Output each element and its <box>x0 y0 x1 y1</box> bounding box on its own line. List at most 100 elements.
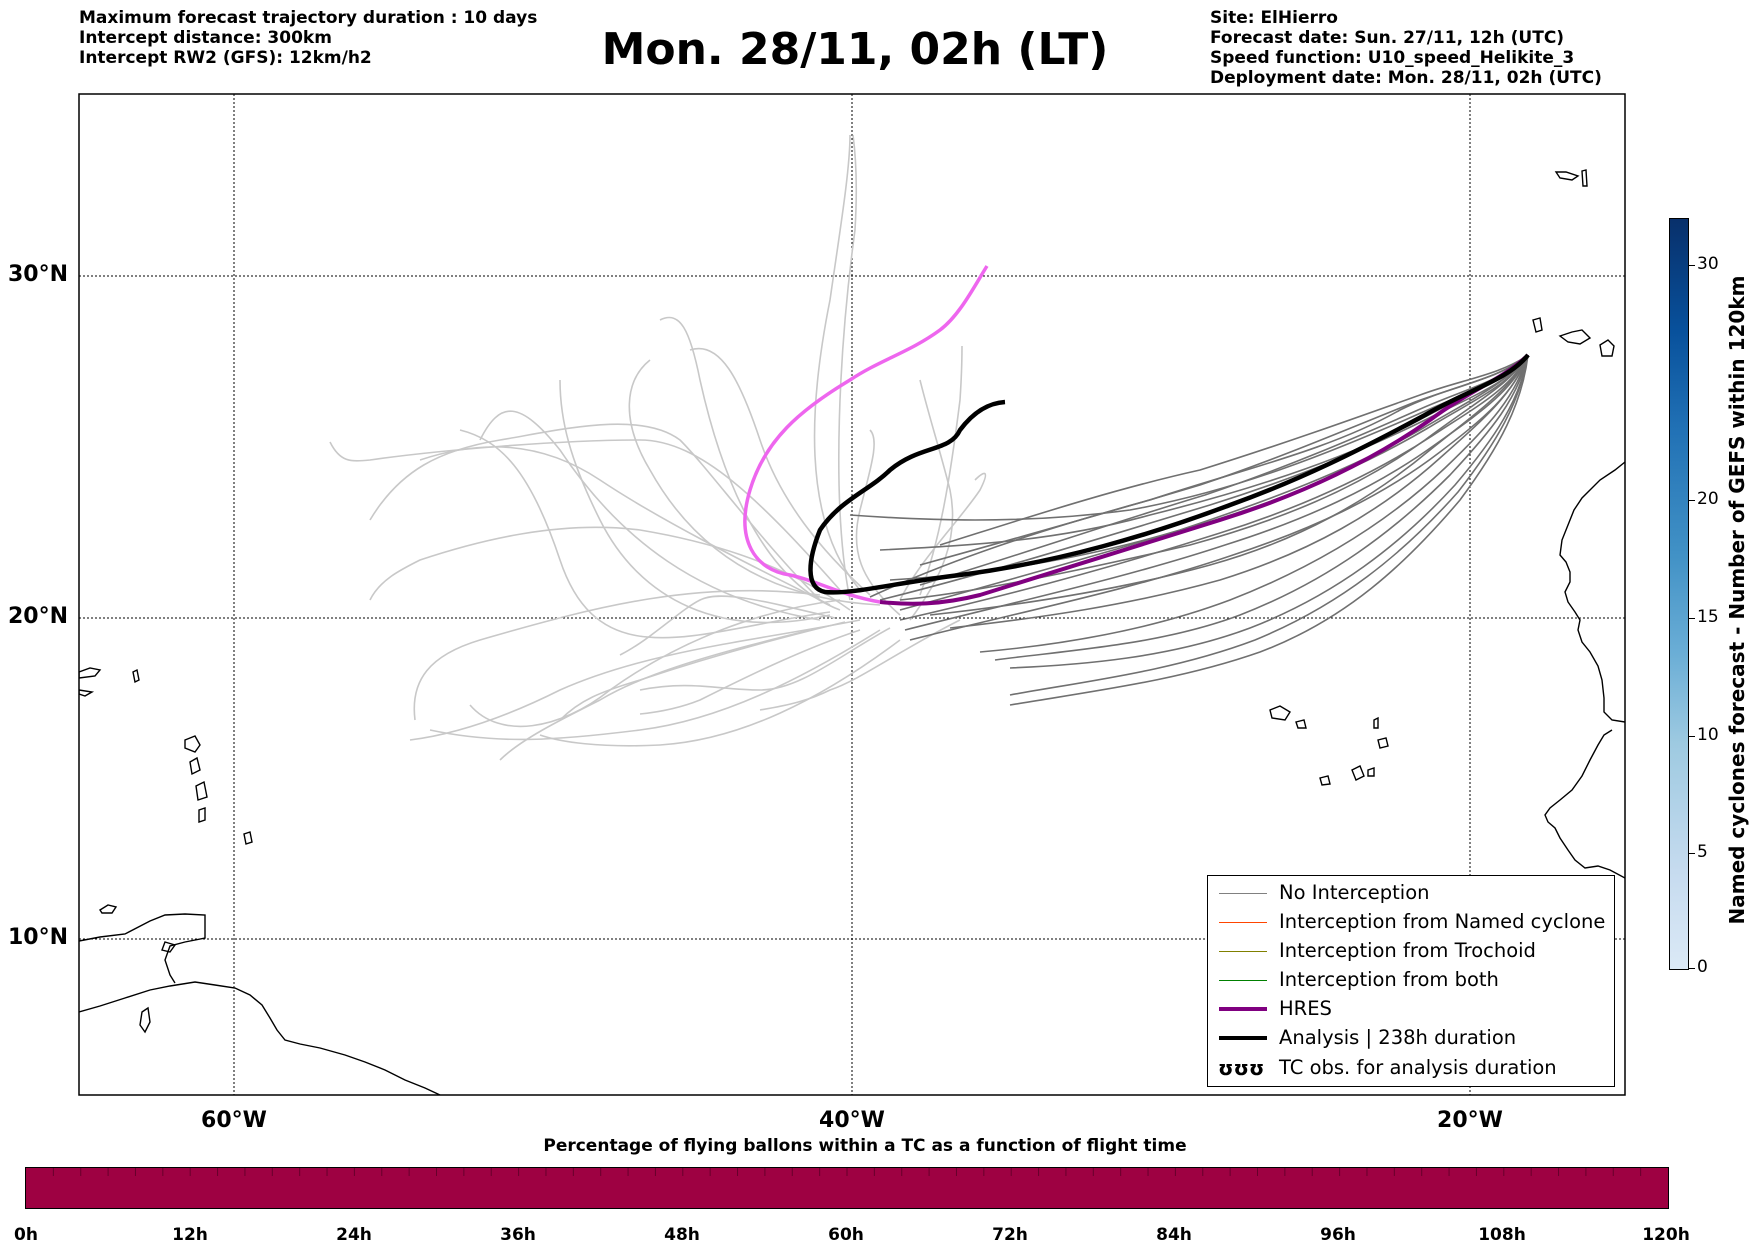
island-cape-verde <box>1295 719 1307 729</box>
ensemble-track <box>413 589 821 721</box>
forecast-track <box>1009 354 1529 706</box>
ensemble-track <box>689 347 871 596</box>
island-cape-verde <box>1373 716 1379 729</box>
flight-time-tick: 96h <box>1320 1225 1356 1245</box>
flight-time-tick: 60h <box>828 1225 864 1245</box>
colorbar-tick-label: 15 <box>1697 607 1719 627</box>
flight-time-tick: 120h <box>1642 1225 1690 1245</box>
colorbar-tick-label: 5 <box>1697 842 1708 862</box>
colorbar-tick-label: 0 <box>1697 957 1708 977</box>
flight-time-tick: 24h <box>336 1225 372 1245</box>
lon-label: 20°W <box>1437 1108 1503 1133</box>
legend-label: No Interception <box>1279 881 1430 904</box>
colorbar-tick <box>1689 853 1695 854</box>
flight-time-tick: 36h <box>500 1225 536 1245</box>
lat-label: 20°N <box>8 604 69 629</box>
colorbar-tick <box>1689 618 1695 619</box>
colorbar-tick-label: 10 <box>1697 725 1719 745</box>
flight-time-tick: 48h <box>664 1225 700 1245</box>
header-left-line: Intercept RW2 (GFS): 12km/h2 <box>79 48 372 68</box>
island-cape-verde <box>1269 705 1291 721</box>
header-right-line: Forecast date: Sun. 27/11, 12h (UTC) <box>1210 28 1565 48</box>
header-left-info: Maximum forecast trajectory duration : 1… <box>79 8 537 68</box>
lat-label: 30°N <box>8 262 69 287</box>
colorbar-label: Named cyclones forecast - Number of GEFS… <box>1725 275 1749 925</box>
island <box>79 667 102 679</box>
cyclone-count-colorbar <box>1669 218 1689 970</box>
ensemble-track <box>559 621 846 721</box>
forecast-track <box>929 354 1529 616</box>
coast-south-america <box>79 981 441 1095</box>
island-cape-verde <box>1319 775 1331 786</box>
colorbar-tick-label: 30 <box>1697 254 1719 274</box>
header-right-info: Site: ElHierro Forecast date: Sun. 27/11… <box>1210 8 1602 88</box>
forecast-track <box>1009 354 1529 669</box>
flight-time-tick: 72h <box>992 1225 1028 1245</box>
colorbar-tick <box>1689 968 1695 969</box>
legend-label: HRES <box>1279 997 1332 1020</box>
header-left-line: Maximum forecast trajectory duration : 1… <box>79 8 538 28</box>
island <box>243 831 253 845</box>
island-cape-verde <box>1351 765 1365 781</box>
ensemble-track <box>838 134 858 601</box>
island <box>184 735 201 753</box>
colorbar-tick-label: 20 <box>1697 489 1719 509</box>
hres-track <box>879 353 1530 606</box>
legend-item: HRES <box>1216 996 1611 1022</box>
legend-swatch <box>1219 893 1267 894</box>
island-azores <box>1581 169 1588 187</box>
forecast-track <box>879 354 1529 601</box>
island-cape-verde <box>1367 767 1375 777</box>
forecast-track <box>904 354 1529 631</box>
colorbar-fill <box>26 1168 1668 1208</box>
ensemble-track <box>429 629 881 741</box>
legend-swatch <box>1219 922 1267 923</box>
legend-swatch <box>1219 1036 1267 1040</box>
ensemble-track <box>639 627 891 691</box>
header-left-line: Intercept distance: 300km <box>79 28 332 48</box>
ensemble-track <box>499 629 811 761</box>
island <box>139 1006 151 1034</box>
coast-africa-north <box>1559 461 1625 723</box>
colorbar-segments <box>52 1168 1642 1176</box>
ensemble-track <box>459 429 831 639</box>
lat-label: 10°N <box>8 925 69 950</box>
forecast-track <box>899 354 1529 621</box>
header-right-line: Deployment date: Mon. 28/11, 02h (UTC) <box>1210 68 1602 88</box>
legend-item: Interception from Named cyclone <box>1216 909 1611 935</box>
header-right-line: Speed function: U10_speed_Helikite_3 <box>1210 48 1575 68</box>
forecast-track <box>909 354 1529 641</box>
flight-time-tick: 12h <box>172 1225 208 1245</box>
island-canary <box>1532 317 1543 333</box>
island-canary <box>1558 329 1592 345</box>
ensemble-track <box>639 629 861 715</box>
island <box>79 689 95 697</box>
legend-item: Interception from both <box>1216 967 1611 993</box>
forecast-track <box>979 354 1529 653</box>
legend-label: Interception from both <box>1279 968 1499 991</box>
ensemble-track <box>759 619 961 711</box>
legend-item: No Interception <box>1216 880 1611 906</box>
island-canary <box>1599 339 1615 357</box>
coastlines <box>79 169 1625 1095</box>
flight-time-tick: 84h <box>1156 1225 1192 1245</box>
lon-label: 40°W <box>819 1108 885 1133</box>
forecast-track <box>939 354 1529 546</box>
map-frame <box>78 93 1626 1096</box>
legend-item: Interception from Trochoid <box>1216 938 1611 964</box>
legend-item: ʊʊʊ TC obs. for analysis duration <box>1216 1055 1611 1081</box>
coast-caribbean-island <box>79 913 206 984</box>
ensemble-track <box>619 595 836 656</box>
forecast-track <box>919 354 1529 586</box>
flight-time-colorbar-title: Percentage of flying ballons within a TC… <box>543 1136 1187 1156</box>
colorbar-tick <box>1689 736 1695 737</box>
island <box>195 780 208 801</box>
forecast-track <box>994 354 1529 661</box>
tc-observation-icon: ʊʊʊ <box>1218 1056 1265 1080</box>
map-legend: No Interception Interception from Named … <box>1207 875 1615 1087</box>
header-right-line: Site: ElHierro <box>1210 8 1338 28</box>
island <box>161 941 177 953</box>
forecast-track <box>1009 354 1529 696</box>
legend-label: Interception from Named cyclone <box>1279 910 1606 933</box>
ensemble-track <box>899 472 987 601</box>
